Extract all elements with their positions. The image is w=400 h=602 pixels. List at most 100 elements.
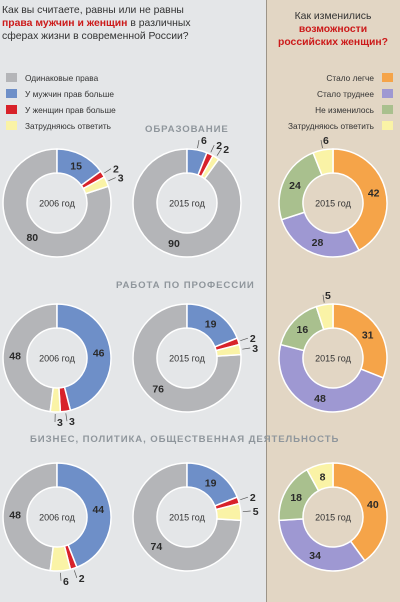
donut-slice <box>132 303 242 413</box>
right-question: Как изменились возможности российских же… <box>266 10 400 49</box>
donut-center-label: 2015 год <box>315 199 351 209</box>
donut-slice <box>332 148 388 252</box>
donut-center-label: 2006 год <box>39 513 75 523</box>
slice-value-label: 74 <box>151 541 163 553</box>
section-title-education: ОБРАЗОВАНИЕ <box>145 124 229 135</box>
donut-slice <box>2 148 112 258</box>
donut-center-label: 2006 год <box>39 199 75 209</box>
donut-slice <box>56 303 112 412</box>
slice-value-label: 19 <box>205 477 217 489</box>
donut-slice <box>49 386 62 413</box>
slice-value-label: 19 <box>205 318 217 330</box>
legend-swatch-gray <box>6 73 17 82</box>
legend-label: Одинаковые права <box>25 73 99 83</box>
donut-center-label: 2015 год <box>315 354 351 364</box>
donut-center-label: 2015 год <box>315 513 351 523</box>
slice-value-label: 5 <box>253 506 259 518</box>
slice-value-label: 3 <box>118 173 124 185</box>
legend-label: Стало легче <box>326 73 374 83</box>
right-question-highlight1: возможности <box>298 24 368 35</box>
slice-value-label: 76 <box>152 384 164 396</box>
legend-label: Затрудняюсь ответить <box>25 121 111 131</box>
slice-value-label: 42 <box>368 188 380 200</box>
donut-chart-8: 40 34 18 8 2015 год <box>278 462 388 572</box>
slice-value-label: 24 <box>289 180 301 192</box>
slice-leader-line <box>73 570 78 579</box>
slice-leader-line <box>210 144 215 153</box>
slice-value-label: 5 <box>325 290 331 302</box>
slice-value-label: 2 <box>113 164 119 176</box>
slice-leader-line <box>108 177 116 182</box>
legend-label: У женщин прав больше <box>25 105 116 115</box>
slice-value-label: 6 <box>63 576 69 588</box>
slice-value-label: 3 <box>57 417 63 429</box>
slice-value-label: 6 <box>323 135 329 147</box>
legend-item-easier: Стало легче <box>326 72 393 84</box>
left-question-highlight: права мужчин и женщин <box>2 18 128 29</box>
legend-swatch-purple <box>382 89 393 98</box>
donut-slice <box>215 343 242 357</box>
donut-slice <box>332 462 388 562</box>
donut-slice <box>49 545 72 572</box>
slice-leader-line <box>242 347 251 350</box>
slice-value-label: 2 <box>79 573 85 585</box>
slice-value-label: 16 <box>297 324 309 336</box>
donut-slice <box>278 343 385 413</box>
legend-swatch-yellow <box>382 121 393 130</box>
donut-slice <box>280 211 361 258</box>
slice-value-label: 44 <box>92 504 104 516</box>
slice-value-label: 90 <box>168 238 180 250</box>
slice-value-label: 2 <box>250 492 256 504</box>
section-title-business: БИЗНЕС, ПОЛИТИКА, ОБЩЕСТВЕННАЯ ДЕЯТЕЛЬНО… <box>30 434 340 445</box>
donut-slice <box>305 462 334 492</box>
donut-center-label: 2015 год <box>169 513 205 523</box>
slice-value-label: 40 <box>367 499 379 511</box>
legend-swatch-orange <box>382 73 393 82</box>
slice-value-label: 3 <box>69 416 75 428</box>
slice-value-label: 2 <box>216 140 222 152</box>
right-question-highlight2: российских женщин? <box>278 37 388 48</box>
left-question: Как вы считаете, равны или не равны прав… <box>2 4 264 43</box>
slice-value-label: 2 <box>250 333 256 345</box>
legend-item-hard-to-say-right: Затрудняюсь ответить <box>288 120 393 132</box>
donut-slice <box>82 175 110 195</box>
slice-leader-line <box>197 140 200 149</box>
slice-value-label: 31 <box>362 329 374 341</box>
slice-value-label: 2 <box>223 144 229 156</box>
slice-leader-line <box>322 294 325 303</box>
slice-leader-line <box>104 168 112 174</box>
legend-item-unchanged: Не изменилось <box>315 104 393 116</box>
slice-leader-line <box>216 148 222 156</box>
donut-center-label: 2006 год <box>39 354 75 364</box>
legend-item-harder: Стало труднее <box>317 88 393 100</box>
slice-value-label: 48 <box>314 393 326 405</box>
panel-divider <box>266 0 267 602</box>
slice-value-label: 80 <box>26 232 38 244</box>
slice-leader-line <box>65 413 68 422</box>
slice-leader-line <box>240 496 249 501</box>
slice-value-label: 8 <box>320 471 326 483</box>
donut-slice <box>278 518 366 572</box>
left-question-part2: в различных <box>127 18 191 29</box>
slice-value-label: 34 <box>309 550 321 562</box>
donut-slice <box>132 462 242 572</box>
donut-slice <box>2 462 58 572</box>
slice-value-label: 28 <box>312 237 324 249</box>
slice-value-label: 18 <box>290 492 302 504</box>
slice-value-label: 46 <box>93 348 105 360</box>
section-title-work: РАБОТА ПО ПРОФЕССИИ <box>116 280 255 291</box>
slice-value-label: 3 <box>252 343 258 355</box>
legend-swatch-yellow <box>6 121 17 130</box>
slice-value-label: 48 <box>9 509 21 521</box>
donut-slice <box>200 154 220 180</box>
right-question-line1: Как изменились <box>294 11 372 22</box>
donut-slice <box>215 502 242 522</box>
donut-center-label: 2015 год <box>169 199 205 209</box>
legend-swatch-green <box>382 105 393 114</box>
donut-center-label: 2015 год <box>169 354 205 364</box>
legend-label: Затрудняюсь ответить <box>288 121 374 131</box>
donut-slice <box>132 148 242 258</box>
legend-label: У мужчин прав больше <box>25 89 114 99</box>
